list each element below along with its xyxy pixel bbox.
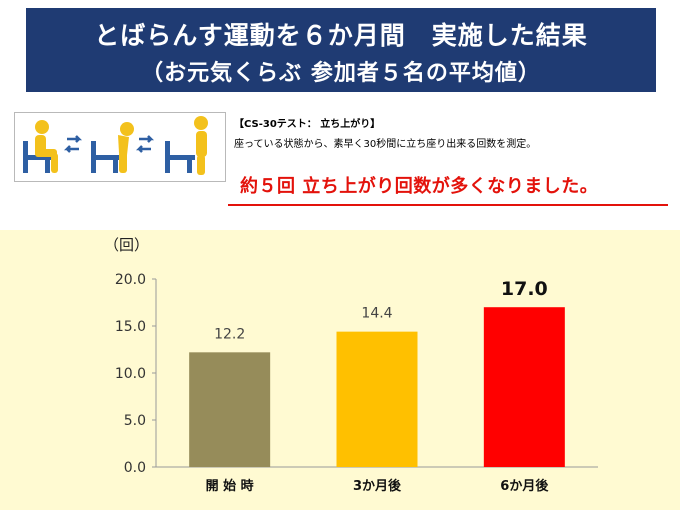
y-tick-label: 15.0 bbox=[115, 319, 146, 335]
test-title: 【CS-30テスト： 立ち上がり】 bbox=[234, 119, 381, 130]
bar bbox=[336, 331, 418, 467]
y-tick-label: 5.0 bbox=[124, 413, 146, 429]
x-category-label: 開 始 時 bbox=[206, 478, 254, 494]
bar bbox=[189, 352, 271, 467]
page-subtitle: （お元気くらぶ 参加者５名の平均値） bbox=[141, 61, 541, 86]
rising-figure-icon bbox=[91, 122, 134, 173]
x-category-label: 6か月後 bbox=[500, 478, 549, 494]
arrows-icon bbox=[135, 135, 155, 153]
result-underline bbox=[228, 204, 668, 206]
stand-up-illustration bbox=[14, 112, 226, 182]
page-title: とばらんす運動を６か月間 実施した結果 bbox=[94, 21, 588, 50]
y-tick-label: 20.0 bbox=[115, 272, 146, 288]
bar-value-label: 17.0 bbox=[501, 278, 548, 300]
title-banner: とばらんす運動を６か月間 実施した結果 （お元気くらぶ 参加者５名の平均値） bbox=[26, 8, 656, 92]
y-tick-label: 10.0 bbox=[115, 366, 146, 382]
result-text: 約５回 立ち上がり回数が多くなりました。 bbox=[240, 176, 599, 197]
bar-chart: （回） 0.0 5.0 10.0 15.0 20.0 12.2 開 始 時 14.4 3か月後 1… bbox=[104, 236, 598, 494]
standing-figure-icon bbox=[165, 116, 208, 175]
arrows-icon bbox=[63, 135, 83, 153]
y-tick-label: 0.0 bbox=[124, 460, 146, 476]
seated-figure-icon bbox=[23, 120, 58, 173]
test-description: 座っている状態から、素早く30秒間に立ち座り出来る回数を測定。 bbox=[234, 139, 537, 150]
y-axis-unit: （回） bbox=[104, 236, 149, 254]
bar bbox=[483, 307, 565, 467]
chart-panel: （回） 0.0 5.0 10.0 15.0 20.0 12.2 開 始 時 14.4 3か月後 1… bbox=[0, 230, 680, 510]
bar-value-label: 14.4 bbox=[361, 306, 392, 322]
x-category-label: 3か月後 bbox=[353, 478, 402, 494]
bar-value-label: 12.2 bbox=[214, 326, 245, 342]
